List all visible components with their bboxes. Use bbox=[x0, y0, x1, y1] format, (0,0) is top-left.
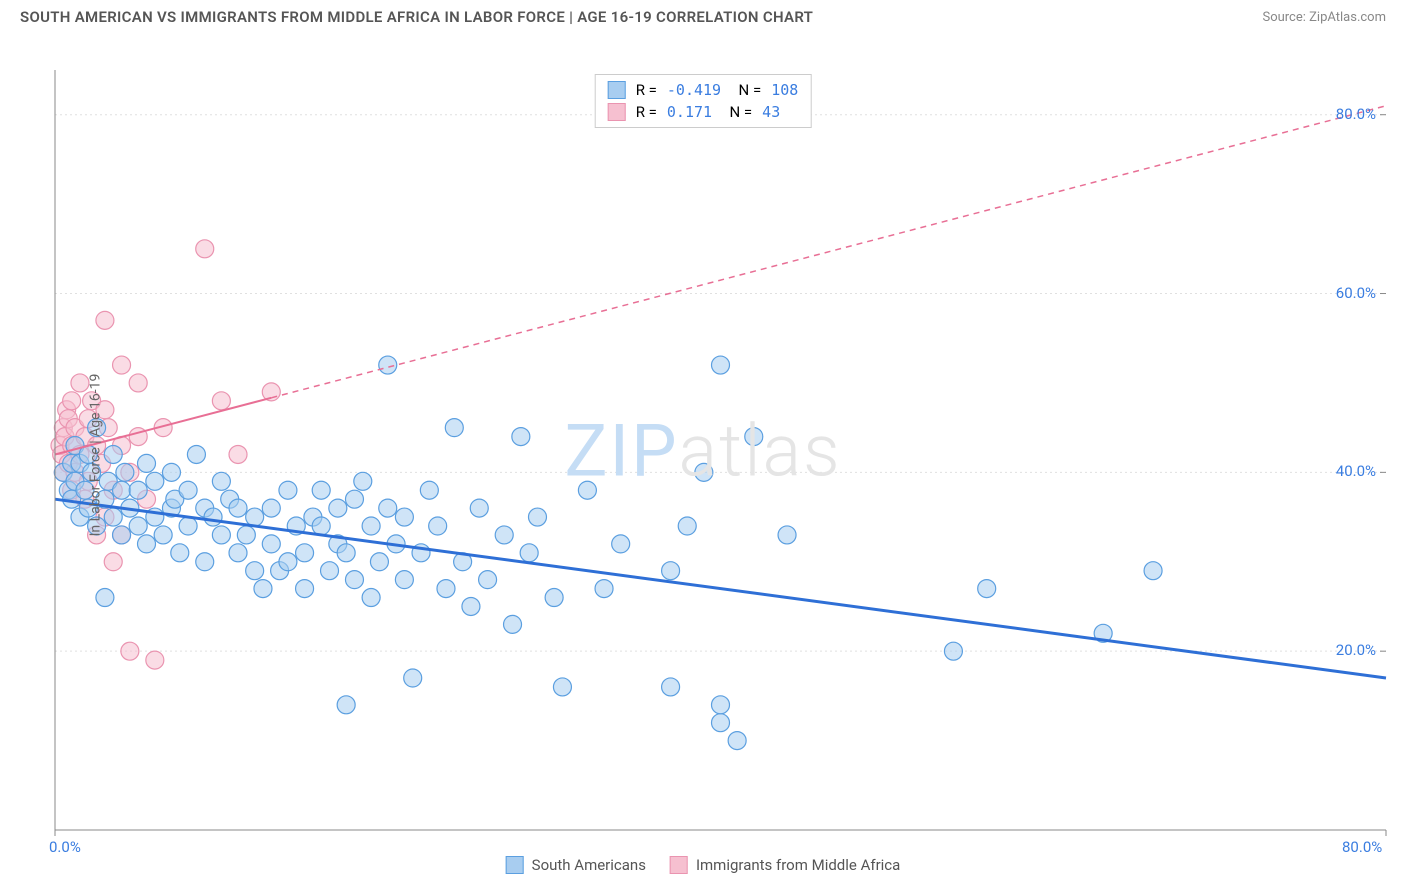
legend-swatch bbox=[608, 81, 626, 99]
legend-item: South Americans bbox=[506, 856, 646, 874]
y-axis-label: In Labor Force | Age 16-19 bbox=[87, 374, 103, 537]
legend-row: R = 0.171 N = 43 bbox=[608, 101, 799, 123]
scatter-plot bbox=[0, 30, 1406, 880]
chart-header: SOUTH AMERICAN VS IMMIGRANTS FROM MIDDLE… bbox=[0, 0, 1406, 30]
chart-title: SOUTH AMERICAN VS IMMIGRANTS FROM MIDDLE… bbox=[20, 8, 813, 26]
chart-container: ZIPatlas In Labor Force | Age 16-19 R = … bbox=[0, 30, 1406, 880]
legend-item: Immigrants from Middle Africa bbox=[670, 856, 900, 874]
series-legend: South Americans Immigrants from Middle A… bbox=[506, 856, 901, 874]
correlation-legend: R = -0.419 N = 108 R = 0.171 N = 43 bbox=[595, 74, 812, 128]
legend-swatch bbox=[608, 103, 626, 121]
legend-row: R = -0.419 N = 108 bbox=[608, 79, 799, 101]
legend-swatch bbox=[506, 856, 524, 874]
legend-swatch bbox=[670, 856, 688, 874]
chart-source: Source: ZipAtlas.com bbox=[1262, 10, 1386, 25]
